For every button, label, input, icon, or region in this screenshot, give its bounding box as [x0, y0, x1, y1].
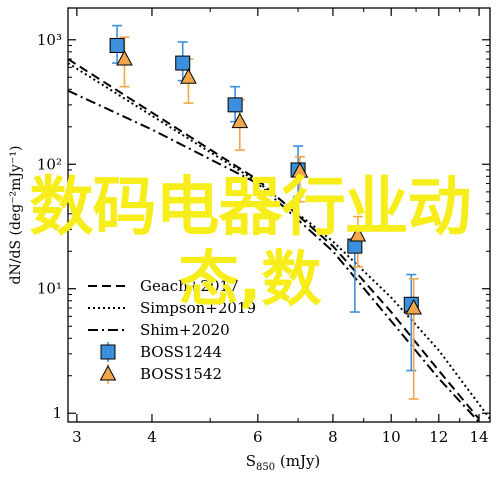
legend-label: BOSS1244	[140, 343, 222, 361]
plot-frame	[67, 7, 491, 423]
error-bars	[112, 24, 419, 400]
legend-label: BOSS1542	[140, 365, 222, 383]
data-point-triangle	[231, 112, 249, 129]
series-line-simpson-2019	[68, 62, 490, 420]
y-tick-label: 1	[52, 404, 62, 422]
data-point-triangle	[405, 298, 423, 315]
y-axis-label: dN/dS (deg⁻²mJy⁻¹)	[8, 146, 24, 285]
y-tick-label: 10³	[37, 31, 62, 49]
legend-label: Geach+2017	[140, 277, 239, 295]
data-markers	[109, 37, 423, 315]
series-line-geach-2017	[68, 58, 480, 420]
data-point-square	[227, 97, 243, 113]
legend: Geach+2017 Simpson+2019 Shim+2020 BOSS1244 B…	[88, 277, 256, 384]
model-curves	[68, 58, 490, 422]
legend-marker-square	[100, 344, 116, 360]
x-tick-label: 4	[147, 428, 157, 446]
data-point-square	[175, 55, 191, 71]
axes: 3 4 6 8 10 12 14 1 10¹ 10² 10³ S850 (mJy) dN/dS (deg…	[8, 7, 491, 473]
x-tick-label: 8	[328, 428, 338, 446]
x-axis-label: S850 (mJy)	[246, 452, 321, 473]
data-point-square	[109, 37, 125, 53]
data-point-triangle	[291, 162, 309, 178]
legend-label: Simpson+2019	[140, 299, 256, 317]
x-tick-label: 3	[72, 428, 82, 446]
x-tick-label: 10	[382, 428, 401, 446]
x-tick-label: 12	[429, 428, 448, 446]
legend-marker-triangle	[99, 364, 117, 381]
legend-label: Shim+2020	[140, 321, 230, 339]
y-tick-label: 10²	[37, 155, 62, 173]
data-point-triangle	[180, 68, 197, 84]
data-point-triangle	[349, 225, 367, 242]
data-point-triangle	[116, 49, 133, 66]
x-tick-label: 6	[253, 428, 263, 446]
x-tick-label: 14	[469, 428, 488, 446]
y-tick-label: 10¹	[37, 280, 62, 298]
